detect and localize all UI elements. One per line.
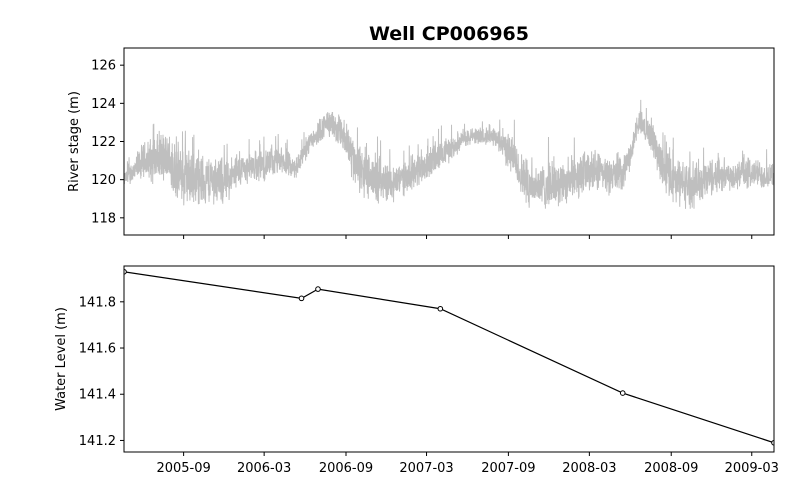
river-stage-y-tick-label: 120 [91,173,116,188]
x-tick-label: 2006-09 [319,461,373,476]
river-stage-y-tick-label: 118 [91,211,116,226]
water-level-point [298,295,305,302]
water-level-x-ticks: 2005-09 2006-03 2006-09 2007-03 2007-09 2008-… [156,452,779,476]
water-level-series [124,268,774,446]
x-tick-label: 2007-09 [481,461,535,476]
river-stage-axes-frame [123,47,775,236]
water-level-panel: 141.2 141.4 141.6 141.8 2005-09 2006-03 2006-… [54,265,779,476]
water-level-y-ticks: 141.2 141.4 141.6 141.8 [79,295,124,449]
river-stage-series [124,99,774,209]
water-level-line [124,271,774,444]
chart-title: Well CP006965 [369,23,529,45]
river-stage-plot-area [124,48,774,235]
water-level-y-tick-label: 141.8 [79,295,116,310]
x-tick-label: 2008-03 [562,461,616,476]
water-level-point [124,268,127,275]
x-tick-label: 2007-03 [399,461,453,476]
x-tick-label: 2006-03 [237,461,291,476]
water-level-plot-area [124,266,774,452]
river-stage-y-tick-label: 124 [91,97,116,112]
water-level-point [315,286,321,292]
river-stage-y-tick-label: 122 [91,135,116,150]
river-stage-x-ticks [183,235,753,239]
river-stage-panel: 118 120 122 124 126 River stage (m) [67,47,775,239]
river-stage-y-ticks: 118 120 122 124 126 [91,59,124,226]
river-stage-y-tick-label: 126 [91,59,116,74]
water-level-y-tick-label: 141.4 [79,388,116,403]
water-level-axes-frame [123,265,775,453]
water-level-y-axis-label: Water Level (m) [54,307,69,411]
river-stage-y-axis-label: River stage (m) [67,91,82,192]
x-tick-label: 2008-09 [644,461,698,476]
x-tick-label: 2005-09 [156,461,210,476]
water-level-y-tick-label: 141.2 [79,434,116,449]
x-tick-label: 2009-03 [725,461,779,476]
water-level-point [771,439,774,446]
water-level-point [619,390,626,396]
water-level-point [437,305,444,312]
water-level-y-tick-label: 141.6 [79,342,116,357]
river-stage-line [124,99,774,209]
